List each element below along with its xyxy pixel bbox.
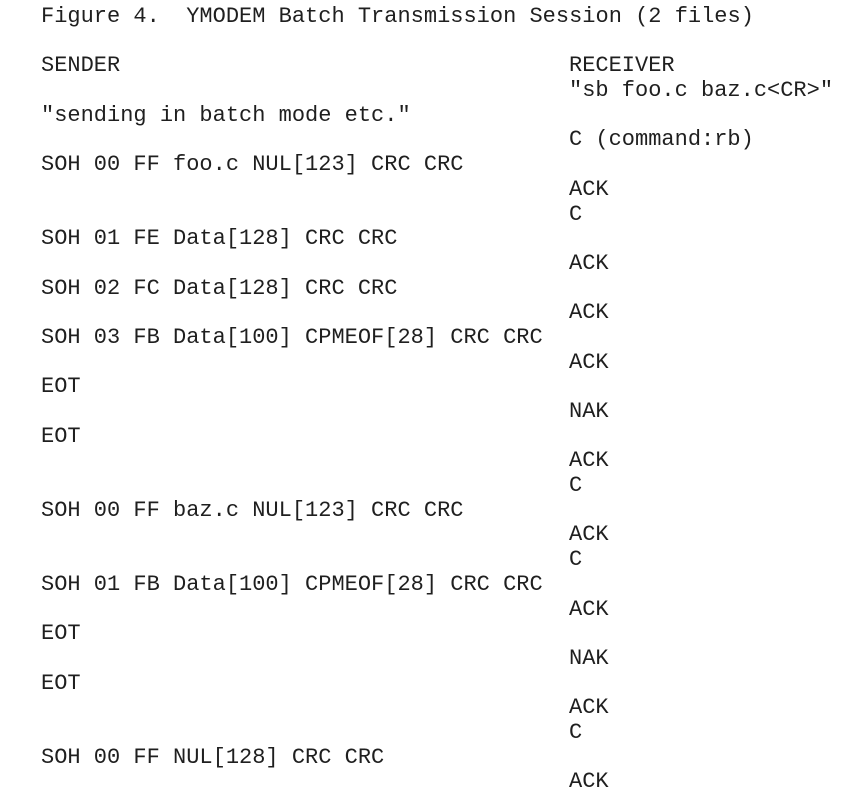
- sender-message: [41, 203, 569, 228]
- session-row: C: [41, 719, 853, 746]
- sender-message: [41, 128, 569, 153]
- receiver-message: [569, 746, 853, 771]
- receiver-message: "sb foo.c baz.c<CR>": [569, 78, 834, 104]
- receiver-message: ACK: [569, 300, 609, 326]
- session-row: EOT: [41, 423, 853, 450]
- receiver-message: [569, 622, 853, 647]
- sender-message: [41, 647, 569, 672]
- sender-message: [41, 696, 569, 721]
- receiver-message: C: [569, 473, 583, 499]
- sender-message: [41, 301, 569, 326]
- sender-message: [41, 400, 569, 425]
- session-row: SOH 01 FE Data[128] CRC CRC: [41, 226, 853, 252]
- sender-message: [41, 523, 569, 548]
- session-row: "sending in batch mode etc.": [41, 102, 853, 129]
- sender-column-header: SENDER: [41, 53, 121, 79]
- session-rows: "sb foo.c baz.c<CR>" "sending in batch m…: [41, 78, 853, 795]
- session-row: ACK: [41, 596, 853, 623]
- receiver-message: ACK: [569, 522, 609, 548]
- sender-message: [41, 721, 569, 746]
- sender-message: [41, 598, 569, 623]
- receiver-message: [569, 672, 853, 697]
- session-row: ACK: [41, 770, 853, 795]
- receiver-message: [569, 499, 853, 524]
- receiver-message: ACK: [569, 596, 609, 622]
- session-row: "sb foo.c baz.c<CR>": [41, 78, 853, 104]
- sender-message: [41, 449, 569, 474]
- session-row: SOH 02 FC Data[128] CRC CRC: [41, 275, 853, 302]
- session-row: ACK: [41, 176, 853, 203]
- session-row: C: [41, 473, 853, 499]
- session-row: SOH 00 FF NUL[128] CRC CRC: [41, 744, 853, 771]
- session-row: ACK: [41, 696, 853, 721]
- session-row: ACK: [41, 301, 853, 326]
- sender-message: SOH 00 FF NUL[128] CRC CRC: [41, 744, 385, 770]
- sender-message: EOT: [41, 374, 81, 400]
- receiver-message: NAK: [569, 645, 609, 671]
- session-row: EOT: [41, 375, 853, 400]
- sender-message: [41, 79, 569, 104]
- sender-message: EOT: [41, 621, 81, 647]
- receiver-message: ACK: [569, 349, 609, 375]
- receiver-message: [569, 573, 853, 598]
- receiver-message: [569, 326, 853, 351]
- column-headers: SENDER RECEIVER: [41, 54, 853, 79]
- sender-message: SOH 03 FB Data[100] CPMEOF[28] CRC CRC: [41, 324, 543, 350]
- sender-message: [41, 474, 569, 499]
- figure-caption: Figure 4. YMODEM Batch Transmission Sess…: [41, 4, 754, 29]
- sender-message: SOH 02 FC Data[128] CRC CRC: [41, 275, 398, 301]
- session-row: C: [41, 547, 853, 573]
- receiver-message: [569, 104, 853, 129]
- receiver-message: ACK: [569, 769, 609, 795]
- sender-message: "sending in batch mode etc.": [41, 102, 411, 128]
- sender-message: [41, 548, 569, 573]
- receiver-message: [569, 375, 853, 400]
- receiver-message: C: [569, 719, 583, 745]
- sender-message: [41, 252, 569, 277]
- sender-message: [41, 178, 569, 203]
- sender-message: EOT: [41, 423, 81, 449]
- receiver-message: C (command:rb): [569, 127, 754, 153]
- sender-message: SOH 00 FF foo.c NUL[123] CRC CRC: [41, 152, 464, 178]
- sender-message: SOH 01 FB Data[100] CPMEOF[28] CRC CRC: [41, 571, 543, 597]
- receiver-message: [569, 277, 853, 302]
- receiver-message: [569, 227, 853, 252]
- receiver-message: ACK: [569, 695, 609, 721]
- receiver-message: ACK: [569, 176, 609, 202]
- sender-message: SOH 01 FE Data[128] CRC CRC: [41, 226, 398, 252]
- session-row: SOH 00 FF foo.c NUL[123] CRC CRC: [41, 152, 853, 178]
- session-row: EOT: [41, 621, 853, 647]
- sender-message: SOH 00 FF baz.c NUL[123] CRC CRC: [41, 497, 464, 523]
- session-row: ACK: [41, 250, 853, 277]
- receiver-message: ACK: [569, 448, 609, 474]
- receiver-message: ACK: [569, 250, 609, 276]
- receiver-message: C: [569, 547, 583, 573]
- session-row: ACK: [41, 449, 853, 474]
- session-row: SOH 01 FB Data[100] CPMEOF[28] CRC CRC: [41, 571, 853, 598]
- session-row: C (command:rb): [41, 128, 853, 153]
- session-row: ACK: [41, 523, 853, 548]
- receiver-message: [569, 425, 853, 450]
- session-row: C: [41, 201, 853, 228]
- session-row: ACK: [41, 349, 853, 376]
- sender-message: EOT: [41, 670, 81, 696]
- receiver-message: NAK: [569, 399, 609, 424]
- receiver-column-header: RECEIVER: [569, 53, 675, 79]
- session-row: NAK: [41, 645, 853, 672]
- sender-message: [41, 351, 569, 376]
- session-row: SOH 00 FF baz.c NUL[123] CRC CRC: [41, 497, 853, 524]
- session-row: SOH 03 FB Data[100] CPMEOF[28] CRC CRC: [41, 324, 853, 351]
- session-row: NAK: [41, 399, 853, 425]
- sender-message: [41, 770, 569, 795]
- receiver-message: C: [569, 201, 583, 227]
- receiver-message: [569, 153, 853, 178]
- session-row: EOT: [41, 670, 853, 697]
